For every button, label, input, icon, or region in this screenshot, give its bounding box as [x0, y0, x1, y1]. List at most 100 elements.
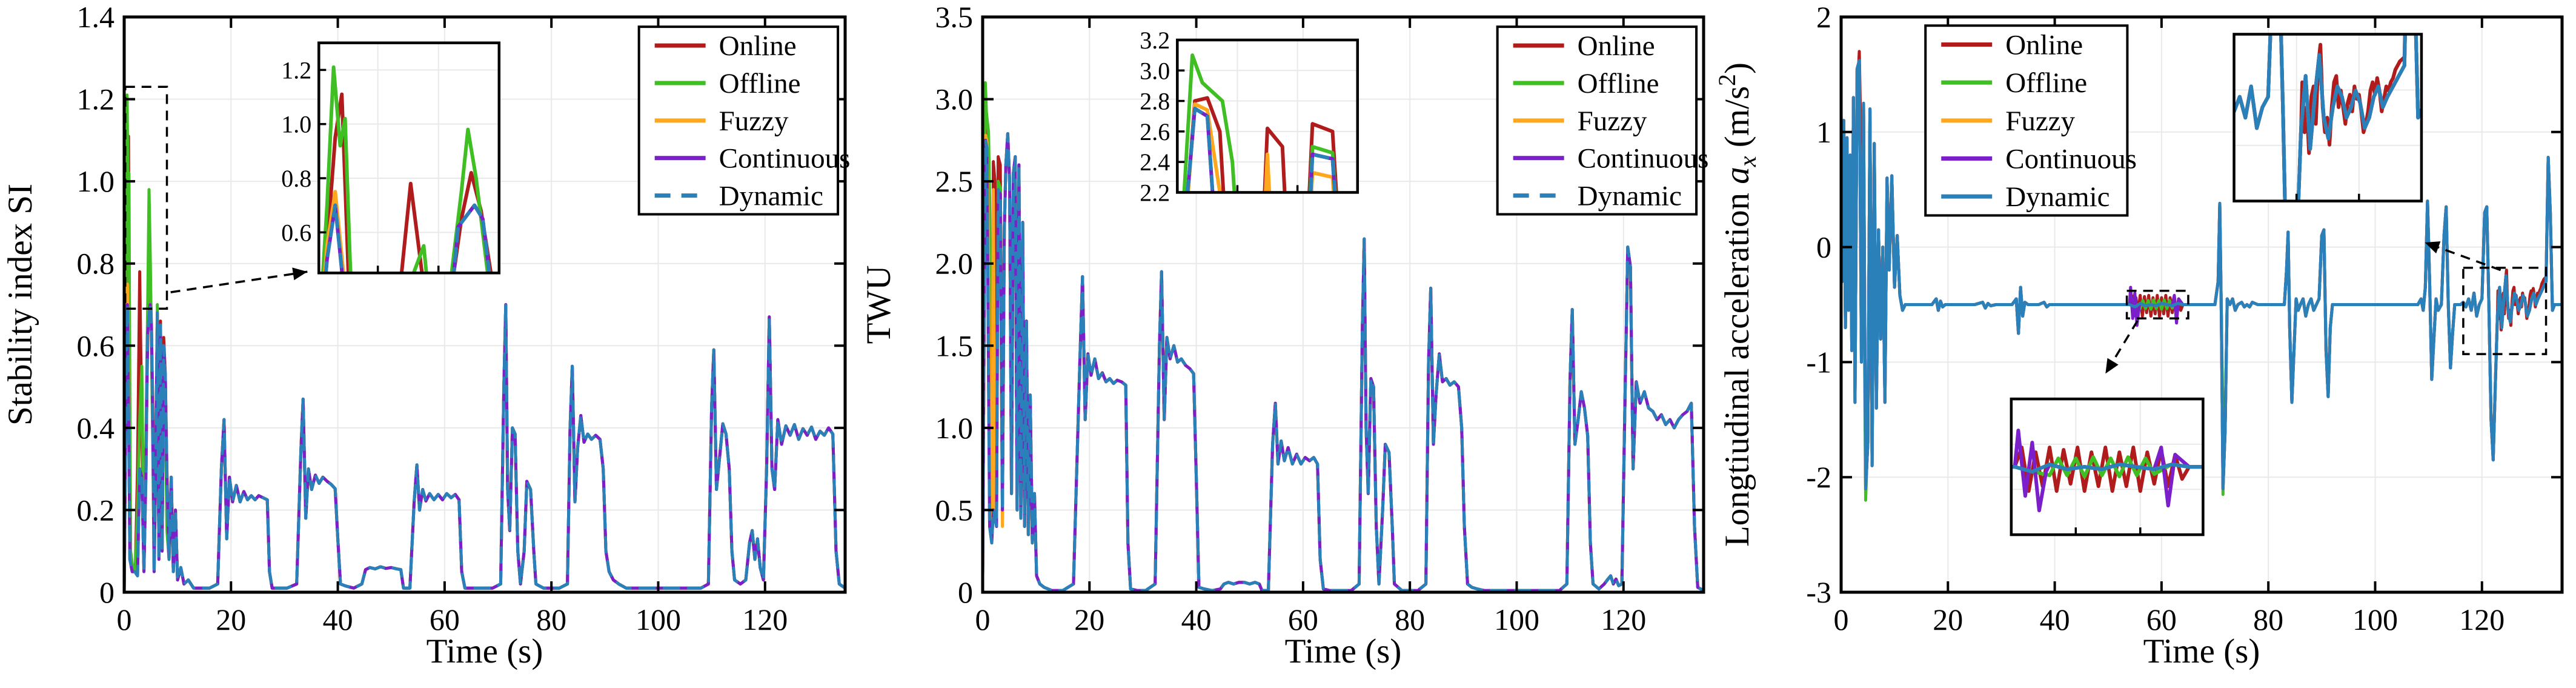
legend-entry-label: Fuzzy [719, 105, 789, 137]
zoom-inset: 2.2 2.4 2.6 2.8 3.0 3.2 [1140, 27, 1359, 206]
series-line-dynamic [124, 303, 845, 592]
x-tick-label: 80 [1395, 603, 1425, 636]
axes-border [122, 15, 847, 594]
inset-y-tick-label: 1.2 [281, 56, 311, 84]
inset-series-line-offline [2011, 455, 2203, 479]
y-axis-label: Longtiudinal acceleration ax​ (m/s2​) [1717, 62, 1761, 547]
inset-series-line-online [2011, 446, 2203, 493]
legend-entry-label: Offline [1578, 68, 1659, 99]
inset-border [1176, 38, 1359, 194]
subplot-stability-index: 0 20 40 60 80 100 120 0 0.2 0.4 0.6 0.8 1.0 1.2 1.4 Tim… [0, 0, 858, 688]
inset-series-line-online [2234, 34, 2422, 201]
x-tick-label: 120 [742, 603, 788, 636]
inset-series-line-continuous [2011, 429, 2203, 513]
legend-entry-label: Continuous [2005, 143, 2137, 175]
inset-border [317, 41, 501, 275]
acceleration-chart-canvas: 0 20 40 60 80 100 120 -3 -2 -1 0 1 2 Time (s) Longtiud… [1717, 0, 2564, 670]
x-tick-label: 20 [1933, 603, 1963, 636]
legend-entry-label: Dynamic [719, 181, 823, 212]
x-tick-label: 0 [117, 603, 132, 636]
zoom-inset [2010, 397, 2205, 536]
inset-series-line-dynamic [2011, 463, 2203, 474]
x-tick-label: 120 [2459, 603, 2505, 636]
legend-entry-label: Dynamic [1578, 181, 1682, 212]
legend: Online Offline Fuzzy Continuous Dynamic [637, 25, 851, 216]
zoom-source-box [124, 85, 168, 310]
inset-border [2010, 397, 2205, 536]
y-tick-label: -2 [1806, 460, 1831, 494]
inset-y-tick-label: 1.0 [281, 111, 311, 138]
y-tick-label: 0 [1816, 230, 1831, 264]
zoom-arrow-head [292, 267, 308, 281]
series-lines [124, 93, 845, 592]
y-axis-label: TWU [860, 266, 898, 344]
legend-entry-label: Fuzzy [1578, 105, 1647, 137]
y-tick-label: 0.6 [77, 329, 115, 362]
series-line-continuous [124, 303, 845, 592]
legend-entry-label: Dynamic [2005, 181, 2110, 213]
inset-y-tick-label: 2.4 [1140, 149, 1170, 176]
series-line-fuzzy [124, 282, 845, 592]
y-tick-label: 2.0 [935, 247, 974, 281]
tick-marks [1840, 16, 2562, 593]
x-tick-label: 20 [216, 603, 246, 636]
x-tick-label: 60 [430, 603, 460, 636]
x-tick-label: 100 [636, 603, 681, 636]
x-tick-label: 100 [2352, 603, 2398, 636]
y-tick-label: 2 [1816, 0, 1831, 34]
y-tick-label: 1.2 [77, 82, 115, 116]
legend-entry-label: Continuous [1578, 143, 1709, 175]
x-tick-label: 120 [1601, 603, 1646, 636]
y-tick-label: 1.4 [77, 0, 115, 34]
series-lines [1841, 50, 2562, 502]
x-tick-label: 80 [536, 603, 566, 636]
y-tick-label: 1.0 [935, 411, 974, 445]
zoom-inset [2232, 33, 2423, 202]
x-axis-label: Time (s) [427, 632, 543, 670]
zoom-arrow-head [2105, 358, 2119, 374]
inset-y-tick-label: 2.8 [1140, 88, 1170, 115]
y-tick-label: 1.5 [935, 329, 974, 362]
x-axis-label: Time (s) [1285, 632, 1402, 670]
y-tick-label: 0.4 [77, 411, 115, 445]
y-tick-label: -3 [1806, 575, 1831, 609]
y-tick-label: 0 [99, 575, 115, 609]
y-tick-label: 1 [1816, 115, 1831, 149]
inset-series-line-fuzzy [2011, 463, 2203, 474]
y-tick-label: 3.5 [935, 0, 974, 34]
series-line-dynamic [1841, 59, 2562, 490]
inset-y-tick-label: 3.0 [1140, 57, 1170, 84]
inset-y-tick-label: 2.6 [1140, 118, 1170, 145]
inset-y-tick-label: 0.8 [281, 165, 311, 192]
inset-y-tick-label: 0.6 [281, 219, 311, 246]
x-tick-label: 60 [2146, 603, 2177, 636]
y-tick-label: 0.5 [935, 493, 974, 527]
x-tick-label: 0 [975, 603, 991, 636]
y-tick-label: 1.0 [77, 164, 115, 198]
x-tick-label: 0 [1834, 603, 1849, 636]
x-tick-label: 40 [323, 603, 353, 636]
zoom-source-box [2462, 267, 2548, 355]
inset-border [2232, 33, 2423, 202]
x-tick-label: 40 [1181, 603, 1212, 636]
legend-entry-label: Online [719, 30, 797, 62]
inset-series-line-dynamic [2234, 34, 2422, 201]
y-axis-label: Stability index SI [1, 184, 39, 426]
twu-chart-canvas: 0 20 40 60 80 100 120 0 0.5 1.0 1.5 2.0 2.5 3.0 3.5 Tim… [860, 0, 1709, 670]
series-lines [983, 81, 1704, 592]
x-tick-label: 100 [1494, 603, 1539, 636]
x-tick-label: 80 [2253, 603, 2283, 636]
zoom-source-box [2125, 289, 2189, 320]
x-tick-label: 60 [1288, 603, 1318, 636]
zoom-arrow-head [2425, 241, 2441, 254]
y-tick-label: -1 [1806, 345, 1831, 379]
legend-entry-label: Online [2005, 30, 2083, 61]
legend-entry-label: Continuous [719, 143, 851, 175]
y-tick-label: 2.5 [935, 164, 974, 198]
legend-entry-label: Online [1578, 30, 1655, 62]
y-tick-label: 0.2 [77, 493, 115, 527]
x-axis-label: Time (s) [2143, 632, 2260, 670]
inset-y-tick-label: 3.2 [1140, 27, 1170, 54]
zoom-arrow [170, 270, 308, 293]
